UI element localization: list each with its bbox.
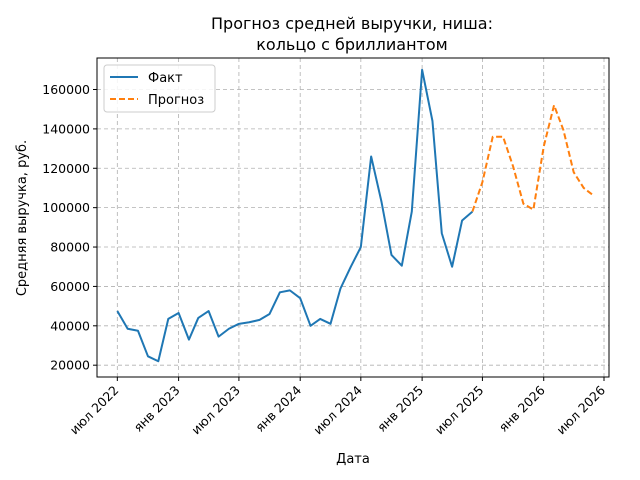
- plot-series: [116, 68, 595, 363]
- plot-area-frame: [96, 57, 610, 378]
- y-tick-label: 100000: [42, 200, 90, 215]
- y-tick-label: 140000: [42, 121, 90, 136]
- series-line-fact: [116, 68, 474, 363]
- y-tick-label: 120000: [42, 161, 90, 176]
- grid: [97, 58, 609, 377]
- legend-label-fact: Факт: [148, 71, 183, 86]
- legend-label-forecast: Прогноз: [148, 93, 204, 108]
- y-tick-label: 60000: [50, 279, 90, 294]
- chart-title-line-2: кольцо с бриллиантом: [256, 35, 447, 54]
- y-tick-label: 20000: [50, 358, 90, 373]
- legend: Факт Прогноз: [103, 64, 216, 113]
- y-tick-label: 160000: [42, 82, 90, 97]
- chart-title-line-1: Прогноз средней выручки, ниша:: [211, 14, 493, 33]
- y-axis-label: Средняя выручка, руб.: [15, 140, 30, 296]
- x-axis-label: Дата: [336, 452, 370, 467]
- y-tick-label: 80000: [50, 240, 90, 255]
- y-tick-label: 40000: [50, 318, 90, 333]
